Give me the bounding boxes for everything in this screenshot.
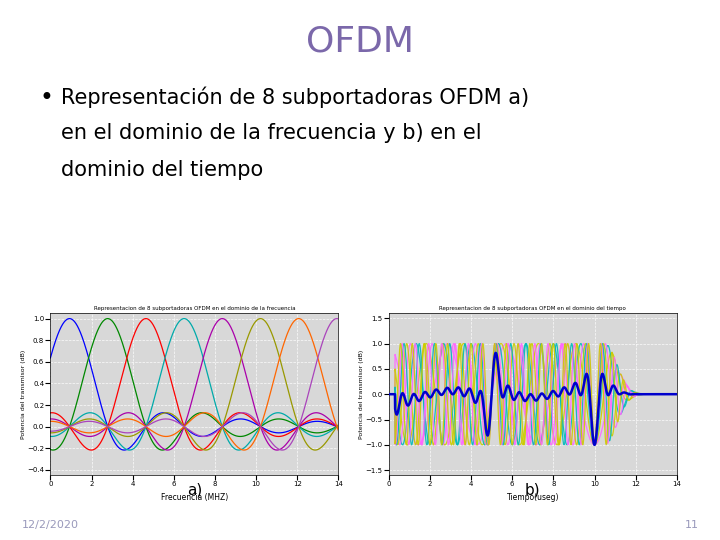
Text: b): b) bbox=[525, 482, 541, 497]
Y-axis label: Potencia del transmisor (dB): Potencia del transmisor (dB) bbox=[21, 349, 26, 439]
Title: Representacion de 8 subportadoras OFDM en el dominio del tiempo: Representacion de 8 subportadoras OFDM e… bbox=[439, 306, 626, 312]
Text: •: • bbox=[40, 86, 53, 110]
Title: Representacion de 8 subportadoras OFDM en el dominio de la frecuencia: Representacion de 8 subportadoras OFDM e… bbox=[94, 306, 295, 312]
Text: 11: 11 bbox=[685, 520, 698, 530]
Text: OFDM: OFDM bbox=[306, 24, 414, 58]
Y-axis label: Potencia del transmisor (dB): Potencia del transmisor (dB) bbox=[359, 349, 364, 439]
X-axis label: Frecuencia (MHZ): Frecuencia (MHZ) bbox=[161, 493, 228, 502]
Text: Representación de 8 subportadoras OFDM a): Representación de 8 subportadoras OFDM a… bbox=[61, 86, 529, 108]
X-axis label: Tiempo(useg): Tiempo(useg) bbox=[507, 493, 559, 502]
Text: dominio del tiempo: dominio del tiempo bbox=[61, 160, 264, 180]
Text: a): a) bbox=[186, 482, 202, 497]
Text: 12/2/2020: 12/2/2020 bbox=[22, 520, 78, 530]
Text: en el dominio de la frecuencia y b) en el: en el dominio de la frecuencia y b) en e… bbox=[61, 123, 482, 143]
